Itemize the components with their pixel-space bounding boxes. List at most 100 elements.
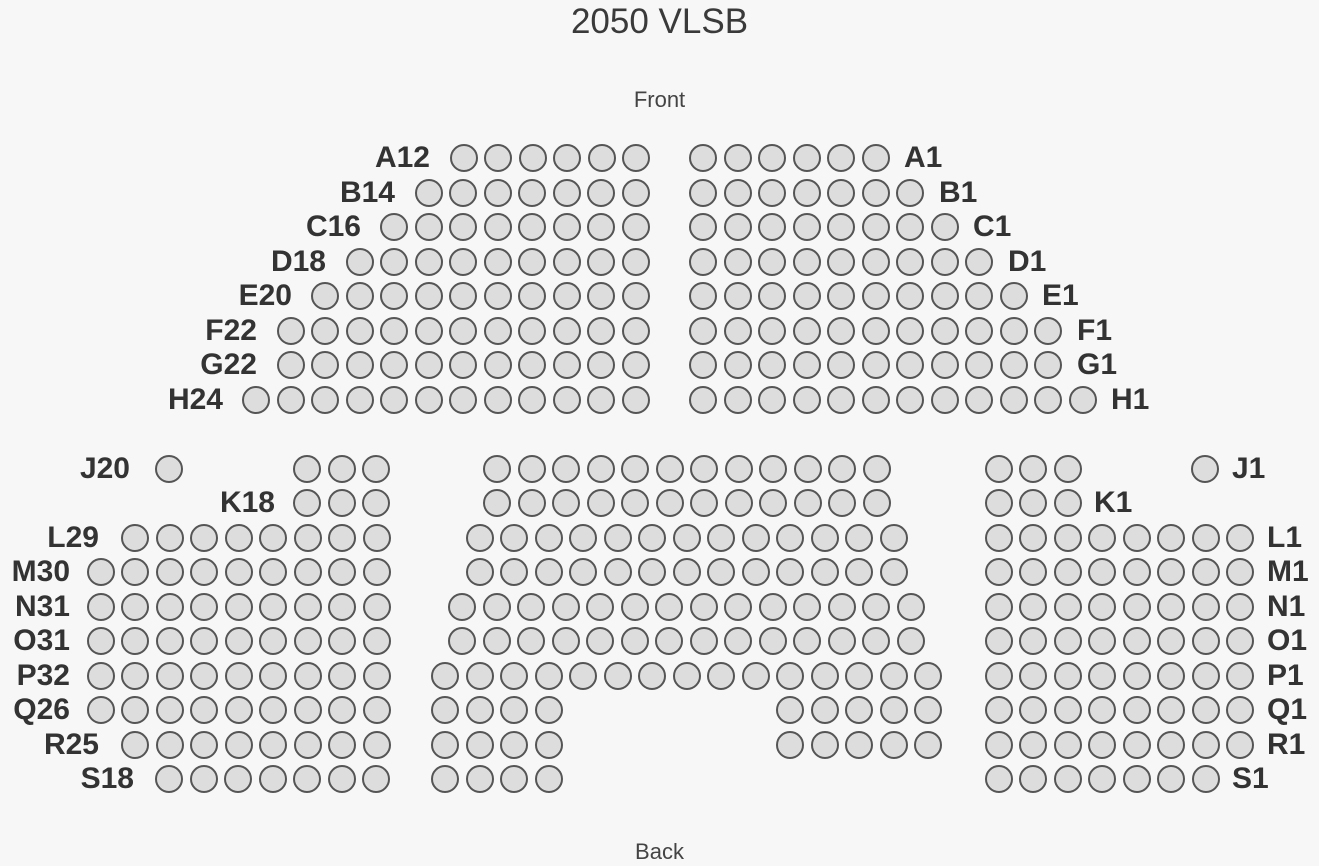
- seat-e[interactable]: [861, 282, 890, 310]
- seat-k[interactable]: [483, 489, 511, 517]
- seat-o[interactable]: [155, 627, 184, 655]
- seat-p[interactable]: [121, 662, 149, 690]
- seat-n[interactable]: [448, 593, 476, 621]
- seat-r[interactable]: [293, 731, 322, 759]
- seat-o[interactable]: [896, 627, 925, 655]
- seat-r[interactable]: [1157, 731, 1185, 759]
- seat-k[interactable]: [655, 489, 684, 517]
- seat-m[interactable]: [984, 558, 1013, 586]
- seat-d[interactable]: [689, 248, 717, 276]
- seat-r[interactable]: [776, 731, 804, 759]
- seat-j[interactable]: [655, 455, 684, 483]
- seat-q[interactable]: [224, 696, 253, 724]
- seat-d[interactable]: [621, 248, 650, 276]
- seat-p[interactable]: [328, 662, 356, 690]
- seat-n[interactable]: [655, 593, 683, 621]
- seat-c[interactable]: [587, 213, 615, 241]
- seat-l[interactable]: [879, 524, 908, 552]
- seat-c[interactable]: [689, 213, 717, 241]
- seat-m[interactable]: [776, 558, 804, 586]
- seat-f[interactable]: [965, 317, 993, 345]
- seat-p[interactable]: [603, 662, 632, 690]
- seat-n[interactable]: [586, 593, 614, 621]
- seat-b[interactable]: [552, 179, 581, 207]
- seat-g[interactable]: [965, 351, 993, 379]
- seat-d[interactable]: [587, 248, 615, 276]
- seat-f[interactable]: [689, 317, 717, 345]
- seat-r[interactable]: [362, 731, 391, 759]
- seat-e[interactable]: [723, 282, 752, 310]
- seat-m[interactable]: [86, 558, 115, 586]
- seat-h[interactable]: [311, 386, 339, 414]
- seat-d[interactable]: [758, 248, 786, 276]
- seat-f[interactable]: [792, 317, 821, 345]
- seat-n[interactable]: [984, 593, 1013, 621]
- seat-c[interactable]: [827, 213, 855, 241]
- seat-o[interactable]: [293, 627, 322, 655]
- seat-n[interactable]: [1053, 593, 1082, 621]
- seat-j[interactable]: [155, 455, 183, 483]
- seat-g[interactable]: [723, 351, 752, 379]
- seat-r[interactable]: [1053, 731, 1082, 759]
- seat-e[interactable]: [380, 282, 408, 310]
- seat-l[interactable]: [259, 524, 287, 552]
- seat-r[interactable]: [1226, 731, 1254, 759]
- seat-f[interactable]: [587, 317, 615, 345]
- seat-e[interactable]: [414, 282, 443, 310]
- seat-l[interactable]: [1122, 524, 1151, 552]
- seat-r[interactable]: [155, 731, 184, 759]
- seat-l[interactable]: [1053, 524, 1082, 552]
- seat-g[interactable]: [449, 351, 477, 379]
- seat-m[interactable]: [1053, 558, 1082, 586]
- seat-a[interactable]: [758, 144, 786, 172]
- seat-m[interactable]: [569, 558, 597, 586]
- seat-d[interactable]: [380, 248, 408, 276]
- seat-c[interactable]: [861, 213, 890, 241]
- seat-q[interactable]: [465, 696, 494, 724]
- seat-l[interactable]: [776, 524, 804, 552]
- seat-l[interactable]: [810, 524, 839, 552]
- seat-n[interactable]: [1122, 593, 1151, 621]
- seat-h[interactable]: [276, 386, 305, 414]
- seat-c[interactable]: [518, 213, 546, 241]
- seat-n[interactable]: [1226, 593, 1254, 621]
- seat-m[interactable]: [155, 558, 184, 586]
- seat-l[interactable]: [984, 524, 1013, 552]
- seat-g[interactable]: [311, 351, 339, 379]
- seat-m[interactable]: [362, 558, 391, 586]
- seat-d[interactable]: [827, 248, 855, 276]
- seat-p[interactable]: [1053, 662, 1082, 690]
- seat-c[interactable]: [930, 213, 959, 241]
- seat-o[interactable]: [793, 627, 821, 655]
- seat-m[interactable]: [638, 558, 666, 586]
- seat-n[interactable]: [758, 593, 787, 621]
- seat-n[interactable]: [328, 593, 356, 621]
- seat-h[interactable]: [449, 386, 477, 414]
- seat-n[interactable]: [224, 593, 253, 621]
- seat-r[interactable]: [914, 731, 942, 759]
- seat-l[interactable]: [1088, 524, 1116, 552]
- seat-m[interactable]: [1157, 558, 1185, 586]
- seat-o[interactable]: [1122, 627, 1151, 655]
- seat-m[interactable]: [1122, 558, 1151, 586]
- seat-h[interactable]: [414, 386, 443, 414]
- seat-o[interactable]: [586, 627, 614, 655]
- seat-d[interactable]: [930, 248, 959, 276]
- seat-m[interactable]: [465, 558, 494, 586]
- seat-b[interactable]: [896, 179, 924, 207]
- seat-g[interactable]: [345, 351, 374, 379]
- seat-m[interactable]: [500, 558, 528, 586]
- seat-d[interactable]: [449, 248, 477, 276]
- seat-m[interactable]: [707, 558, 735, 586]
- seat-f[interactable]: [380, 317, 408, 345]
- seat-k[interactable]: [759, 489, 787, 517]
- seat-o[interactable]: [328, 627, 356, 655]
- seat-k[interactable]: [1053, 489, 1082, 517]
- seat-q[interactable]: [293, 696, 322, 724]
- seat-k[interactable]: [552, 489, 580, 517]
- seat-q[interactable]: [984, 696, 1013, 724]
- seat-b[interactable]: [861, 179, 890, 207]
- seat-h[interactable]: [689, 386, 717, 414]
- seat-m[interactable]: [1226, 558, 1254, 586]
- seat-m[interactable]: [845, 558, 873, 586]
